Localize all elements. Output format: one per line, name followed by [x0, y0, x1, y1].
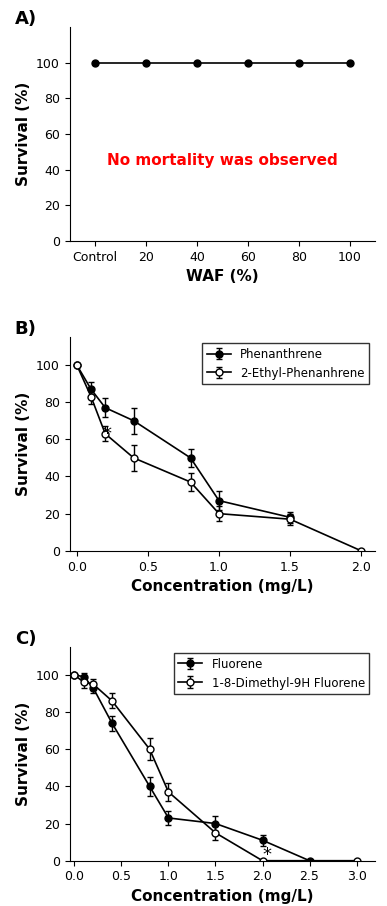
X-axis label: WAF (%): WAF (%): [186, 269, 259, 284]
Text: B): B): [15, 320, 36, 338]
Y-axis label: Survival (%): Survival (%): [15, 82, 31, 186]
Y-axis label: Survival (%): Survival (%): [15, 702, 31, 806]
X-axis label: Concentration (mg/L): Concentration (mg/L): [131, 889, 314, 904]
Text: A): A): [15, 10, 37, 28]
Text: C): C): [15, 630, 36, 648]
Y-axis label: Survival (%): Survival (%): [15, 391, 31, 496]
Legend: Phenanthrene, 2-Ethyl-Phenanhrene: Phenanthrene, 2-Ethyl-Phenanhrene: [202, 343, 370, 384]
Text: *: *: [263, 846, 272, 864]
Legend: Fluorene, 1-8-Dimethyl-9H Fluorene: Fluorene, 1-8-Dimethyl-9H Fluorene: [174, 653, 370, 694]
Text: *: *: [102, 425, 111, 443]
Text: No mortality was observed: No mortality was observed: [107, 153, 338, 169]
X-axis label: Concentration (mg/L): Concentration (mg/L): [131, 579, 314, 594]
